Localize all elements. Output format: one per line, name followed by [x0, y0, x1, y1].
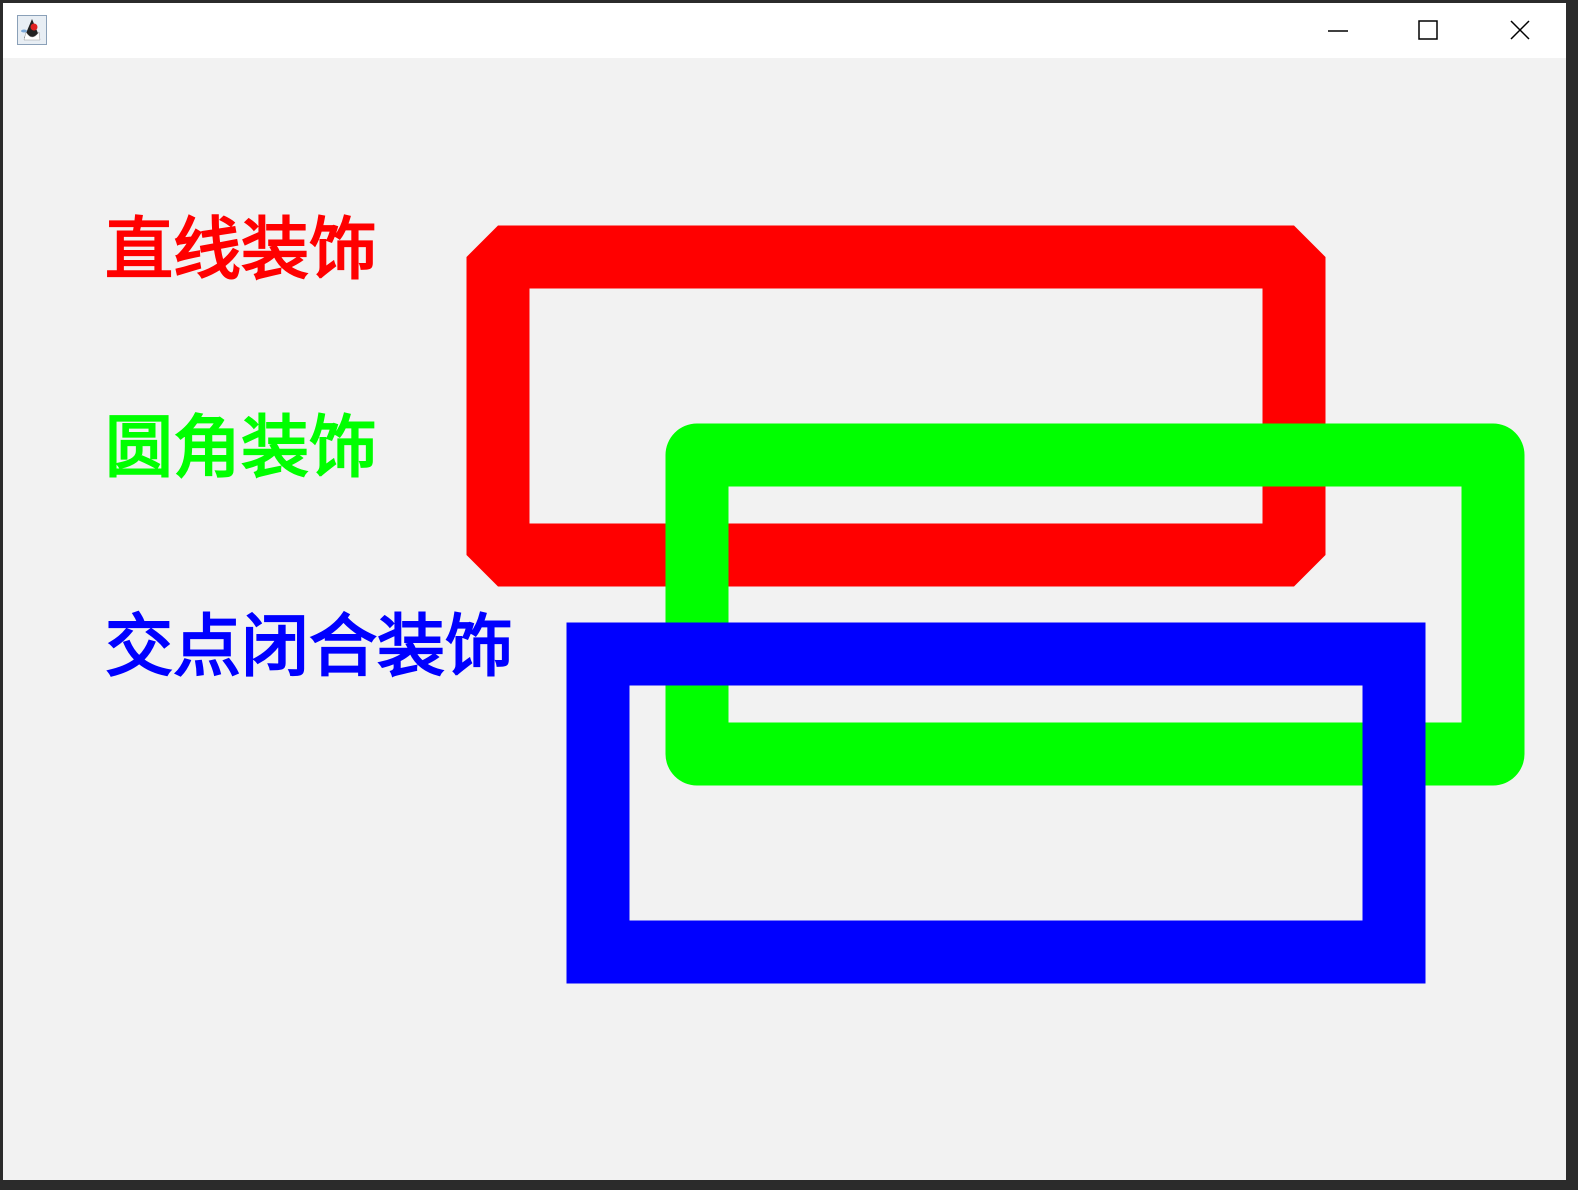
drawing-canvas: [466, 225, 1525, 984]
round-join-label: 圆角装饰: [105, 408, 378, 488]
app-window: 直线装饰 圆角装饰 交点闭合装饰: [3, 3, 1566, 1180]
round-join-rectangle: [665, 423, 1525, 786]
minimize-icon: [1328, 30, 1348, 32]
minimize-button[interactable]: [1293, 3, 1383, 58]
java-duke-icon[interactable]: [17, 15, 47, 45]
close-button[interactable]: [1475, 3, 1565, 58]
maximize-icon: [1418, 20, 1438, 40]
miter-join-rectangle: [566, 622, 1426, 984]
bevel-join-rectangle: [466, 225, 1326, 587]
miter-join-label: 交点闭合装饰: [105, 607, 514, 687]
bevel-join-label: 直线装饰: [105, 210, 378, 290]
title-bar[interactable]: [3, 3, 1566, 58]
maximize-button[interactable]: [1383, 3, 1473, 58]
close-icon: [1510, 20, 1530, 40]
